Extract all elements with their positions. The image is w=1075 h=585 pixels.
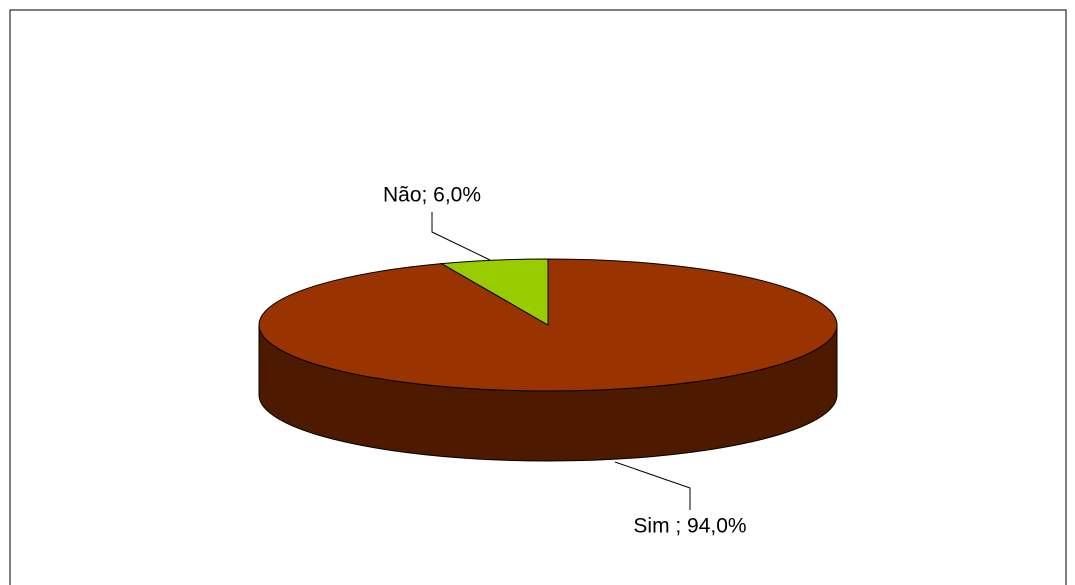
data-label: Não; 6,0% <box>383 184 481 207</box>
slice <box>439 258 549 326</box>
data-label: Sim ; 94,0% <box>633 515 746 538</box>
leader-line <box>431 212 491 261</box>
leader-line <box>614 461 691 510</box>
